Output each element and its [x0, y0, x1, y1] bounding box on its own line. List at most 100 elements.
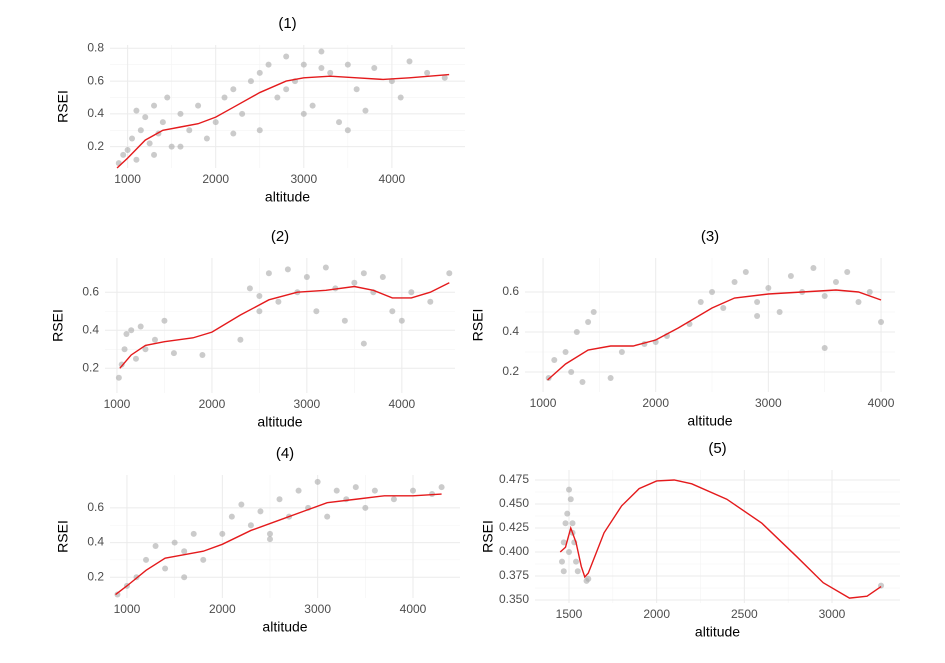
scatter-point — [247, 78, 254, 85]
scatter-point — [360, 270, 367, 277]
x-tick-label: 4000 — [868, 396, 895, 410]
scatter-point — [362, 107, 369, 114]
scatter-point — [274, 94, 281, 101]
scatter-point — [137, 323, 144, 330]
scatter-point — [295, 487, 302, 494]
x-tick-label: 2000 — [643, 607, 670, 621]
scatter-point — [151, 102, 158, 109]
scatter-point — [327, 69, 334, 76]
scatter-point — [247, 522, 254, 529]
scatter-point — [754, 313, 761, 319]
scatter-point — [424, 69, 431, 76]
x-tick-label: 4000 — [388, 397, 415, 411]
y-axis-label: RSEI — [55, 520, 71, 553]
scatter-point — [120, 151, 127, 158]
scatter-point — [284, 266, 291, 273]
scatter-point — [283, 53, 290, 60]
scatter-point — [406, 58, 413, 65]
x-tick-label: 3000 — [755, 396, 782, 410]
scatter-point — [322, 264, 329, 271]
scatter-point — [438, 484, 445, 491]
scatter-point — [137, 127, 144, 134]
scatter-point — [128, 327, 135, 334]
scatter-point — [265, 270, 272, 277]
scatter-point — [276, 496, 283, 503]
x-tick-label: 3000 — [819, 607, 846, 621]
scatter-point — [181, 574, 188, 581]
y-axis-label: RSEI — [470, 309, 486, 342]
scatter-point — [257, 508, 264, 515]
scatter-point — [203, 135, 210, 142]
scatter-point — [133, 156, 140, 163]
scatter-point — [159, 119, 166, 126]
scatter-point — [362, 504, 369, 511]
scatter-point — [398, 317, 405, 324]
scatter-point — [579, 379, 586, 385]
scatter-point — [151, 336, 158, 343]
scatter-point — [855, 299, 862, 305]
scatter-point — [821, 345, 828, 351]
y-tick-label: 0.450 — [499, 496, 529, 510]
scatter-point — [351, 279, 358, 286]
scatter-point — [585, 575, 592, 582]
scatter-point — [168, 143, 175, 150]
scatter-point — [776, 309, 783, 315]
scatter-point — [219, 530, 226, 537]
scatter-point — [390, 496, 397, 503]
scatter-point — [353, 86, 360, 93]
scatter-point — [118, 361, 125, 368]
scatter-point — [844, 269, 851, 275]
scatter-point — [573, 329, 580, 335]
scatter-point — [731, 279, 738, 285]
scatter-point — [221, 94, 228, 101]
scatter-point — [389, 308, 396, 315]
scatter-point — [607, 375, 614, 381]
scatter-point — [333, 487, 340, 494]
scatter-point — [408, 289, 415, 296]
panel: 1000 2000 3000 4000 0.2 0.4 0.6 (2) altitude RSEI — [50, 228, 455, 430]
y-tick-label: 0.6 — [82, 284, 99, 298]
x-tick-label: 1500 — [556, 607, 583, 621]
scatter-point — [441, 74, 448, 81]
scatter-point — [123, 331, 130, 338]
scatter-point — [720, 305, 727, 311]
x-tick-label: 2000 — [642, 396, 669, 410]
scatter-point — [161, 317, 168, 324]
x-tick-label: 1000 — [114, 602, 141, 616]
x-tick-label: 3000 — [294, 397, 321, 411]
scatter-point — [618, 349, 625, 355]
panel-title: (5) — [708, 440, 726, 457]
scatter-point — [195, 102, 202, 109]
scatter-point — [170, 350, 177, 357]
panel-title: (2) — [271, 228, 289, 245]
scatter-point — [266, 536, 273, 543]
scatter-point — [558, 558, 565, 565]
y-tick-label: 0.400 — [499, 544, 529, 558]
scatter-point — [371, 487, 378, 494]
scatter-point — [114, 591, 121, 598]
scatter-point — [171, 539, 178, 546]
x-tick-label: 1000 — [104, 397, 131, 411]
scatter-point — [133, 107, 140, 114]
scatter-point — [562, 520, 569, 527]
scatter-point — [230, 86, 237, 93]
scatter-point — [765, 285, 772, 291]
scatter-point — [246, 285, 253, 292]
scatter-point — [697, 299, 704, 305]
scatter-point — [878, 319, 885, 325]
x-tick-label: 2500 — [731, 607, 758, 621]
y-axis-label: RSEI — [55, 90, 71, 123]
scatter-point — [314, 478, 321, 485]
y-axis-label: RSEI — [50, 309, 66, 342]
x-axis-label: altitude — [265, 189, 310, 205]
x-tick-label: 1000 — [530, 396, 557, 410]
scatter-point — [564, 510, 571, 517]
scatter-point — [256, 127, 263, 134]
scatter-point — [569, 520, 576, 527]
y-tick-label: 0.6 — [87, 73, 104, 87]
scatter-point — [551, 357, 558, 363]
scatter-point — [132, 355, 139, 362]
scatter-point — [821, 293, 828, 299]
panel: 1000 2000 3000 4000 0.2 0.4 0.6 0.8 (1) altitude R… — [55, 15, 465, 205]
